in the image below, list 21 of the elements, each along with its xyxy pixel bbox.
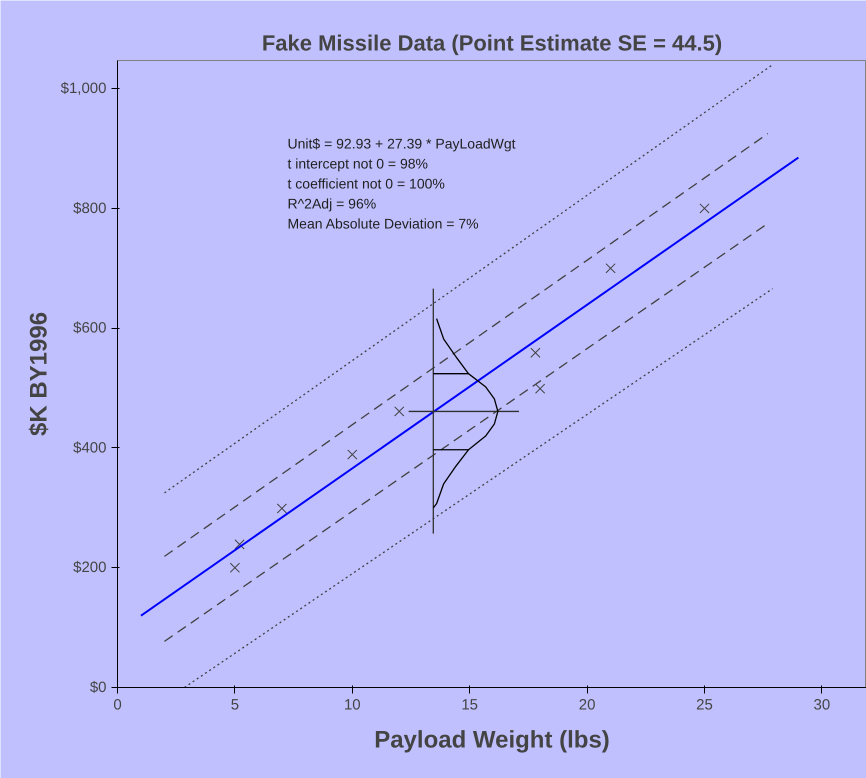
annotation: R^2Adj = 96%: [288, 196, 376, 212]
y-tick-label: $1,000: [60, 80, 107, 98]
x-tick-label: 20: [578, 696, 596, 714]
x-tick-label: 0: [113, 696, 122, 714]
x-tick-label: 5: [230, 696, 240, 714]
y-tick-label: $0: [90, 679, 107, 696]
x-tick-label: 10: [344, 696, 361, 714]
x-axis-title: Payload Weight (lbs): [374, 726, 610, 754]
annotation: Mean Absolute Deviation = 7%: [288, 216, 479, 232]
chart-title: Fake Missile Data (Point Estimate SE = 44.5): [262, 30, 722, 56]
x-tick-label: 15: [461, 696, 478, 714]
annotation: Unit$ = 92.93 + 27.39 * PayLoadWgt: [288, 136, 516, 152]
y-tick-label: $400: [73, 439, 107, 456]
y-tick-label: $800: [73, 200, 107, 217]
x-tick-label: 25: [696, 696, 713, 714]
y-tick-label: $200: [73, 559, 107, 576]
annotation: t coefficient not 0 = 100%: [288, 176, 445, 192]
y-tick-label: $600: [73, 320, 107, 337]
y-axis-title: $K BY1996: [26, 312, 53, 436]
annotation: t intercept not 0 = 98%: [288, 156, 428, 172]
x-tick-label: 30: [814, 696, 830, 714]
